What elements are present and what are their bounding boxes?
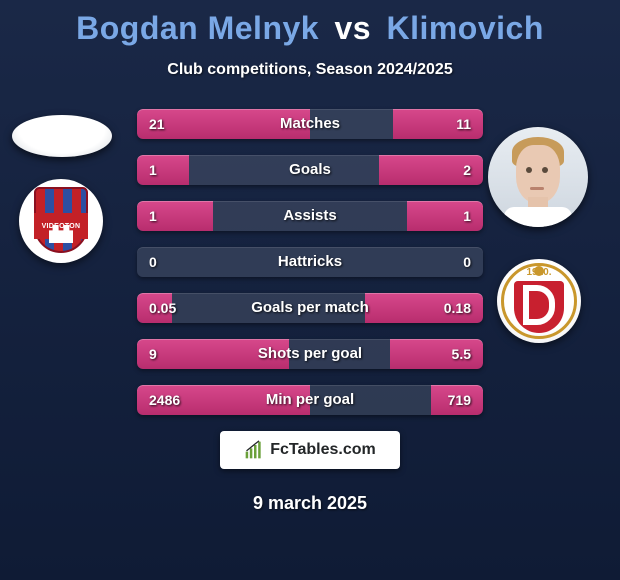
player1-club-crest: VIDEOTON [19, 179, 103, 263]
stat-label: Goals per match [137, 293, 483, 323]
vs-separator: vs [334, 10, 371, 46]
stat-label: Goals [137, 155, 483, 185]
stat-label: Hattricks [137, 247, 483, 277]
crest-left-text: VIDEOTON [42, 223, 81, 230]
branding-text: FcTables.com [270, 441, 376, 459]
stat-label: Shots per goal [137, 339, 483, 369]
player1-avatar [12, 115, 112, 157]
stat-row: 0.050.18Goals per match [137, 293, 483, 323]
stat-row: 2486719Min per goal [137, 385, 483, 415]
stat-row: 2111Matches [137, 109, 483, 139]
subtitle: Club competitions, Season 2024/2025 [0, 61, 620, 79]
fctables-logo-icon [244, 440, 264, 460]
stat-label: Min per goal [137, 385, 483, 415]
stat-label: Assists [137, 201, 483, 231]
player2-avatar [488, 127, 588, 227]
stats-container: 2111Matches 12Goals 11Assists 00Hattricks 0.… [137, 109, 483, 415]
stat-row: 95.5Shots per goal [137, 339, 483, 369]
comparison-title: Bogdan Melnyk vs Klimovich [0, 0, 620, 47]
stat-row: 12Goals [137, 155, 483, 185]
player2-name: Klimovich [386, 10, 543, 46]
player2-club-crest: 1910. [497, 259, 581, 343]
stat-label: Matches [137, 109, 483, 139]
player1-name: Bogdan Melnyk [76, 10, 319, 46]
crest-right-year: 1910. [497, 267, 581, 278]
date-label: 9 march 2025 [0, 493, 620, 514]
stat-row: 00Hattricks [137, 247, 483, 277]
stat-row: 11Assists [137, 201, 483, 231]
branding-badge: FcTables.com [220, 431, 400, 469]
